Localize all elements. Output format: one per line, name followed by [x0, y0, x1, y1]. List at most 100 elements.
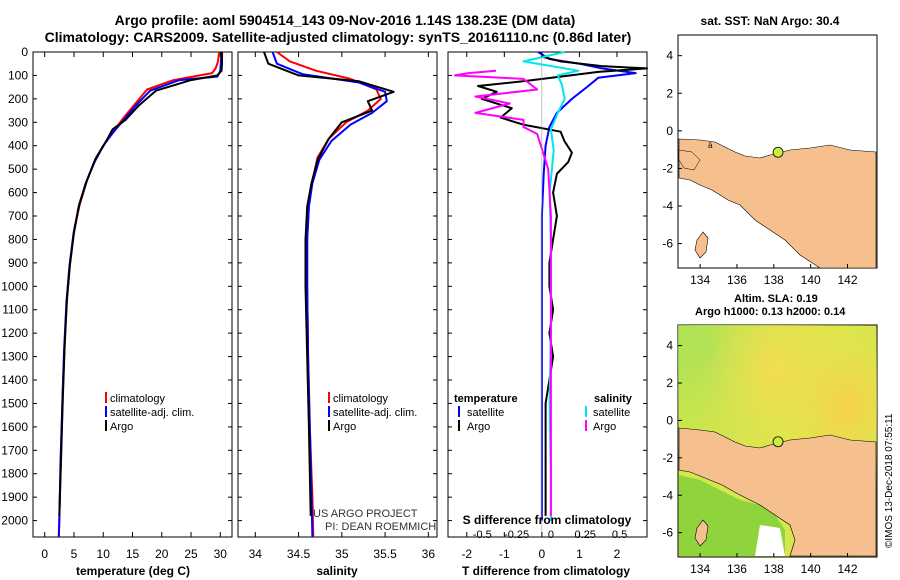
- series-line-climatology: [276, 51, 382, 538]
- temperature-legend: climatology satellite-adj. clim. Argo: [105, 392, 194, 433]
- legend-swatch-satellite: [105, 406, 107, 417]
- depth-tick-label: 1600: [1, 420, 28, 434]
- temperature-x-label: temperature (deg C): [76, 564, 190, 578]
- series-line-satellite-adj-clim-: [57, 51, 223, 538]
- sla-map-title-line1: Altim. SLA: 0.19: [734, 293, 818, 305]
- map-lon-tick-label: 142: [838, 562, 858, 576]
- map-lat-tick-label: -2: [662, 451, 673, 465]
- depth-tick-label: 1200: [1, 326, 28, 340]
- temperature-x-ticks: 0 5 10 15 20 25 30: [33, 51, 232, 561]
- land-mass-new-guinea: [678, 138, 877, 269]
- legend-heading-temperature: temperature: [454, 393, 518, 405]
- sst-map: sat. SST: NaN Argo: 30.4 ä 134 136 138 140 1…: [662, 14, 878, 287]
- x-tick-label: 34: [249, 547, 263, 561]
- map-lon-tick-label: 138: [764, 562, 784, 576]
- x-tick-label: 10: [97, 547, 111, 561]
- x-tick-label: -2: [461, 547, 472, 561]
- legend-swatch-temp-satellite: [458, 406, 460, 417]
- map-lat-tick-label: 2: [666, 86, 673, 100]
- float-position-marker: [772, 146, 784, 158]
- sla-map-title-line2: Argo h1000: 0.13 h2000: 0.14: [695, 306, 846, 318]
- legend-heading-salinity: salinity: [594, 393, 633, 405]
- map-lat-tick-label: 4: [666, 339, 673, 353]
- depth-tick-label: 2000: [1, 514, 28, 528]
- map-lat-tick-label: 2: [666, 376, 673, 390]
- salinity-panel: 34 34.5 35 35.5 36 salinity climatology sate…: [237, 51, 438, 578]
- header-title-line1: Argo profile: aoml 5904514_143 09-Nov-20…: [115, 12, 576, 28]
- x-tick-label: 2: [614, 547, 621, 561]
- x-tick-label: 1: [576, 547, 583, 561]
- legend-label-climatology: climatology: [110, 393, 166, 405]
- map-lat-tick-label: 0: [666, 124, 673, 138]
- depth-tick-label: 600: [8, 186, 28, 200]
- depth-tick-label: 1400: [1, 373, 28, 387]
- map-lat-tick-label: -4: [662, 488, 673, 502]
- map-lat-tick-label: 4: [666, 49, 673, 63]
- island-label: ä: [708, 141, 713, 150]
- x-tick-label: 0: [41, 547, 48, 561]
- sla-map: Altim. SLA: 0.19 Argo h1000: 0.13 h2000:…: [662, 293, 878, 576]
- salinity-plot-frame: [237, 51, 438, 538]
- salinity-difference-ticks: -0.5 -0.25 0 0.25 0.5: [473, 529, 627, 541]
- legend-swatch-climatology: [328, 392, 330, 403]
- depth-tick-label: 700: [8, 209, 28, 223]
- salinity-difference-tick-label: 0: [548, 529, 554, 541]
- depth-tick-label: 800: [8, 232, 28, 246]
- map-lon-tick-label: 134: [690, 562, 710, 576]
- map-lon-tick-label: 142: [838, 273, 858, 287]
- depth-tick-label: 1000: [1, 279, 28, 293]
- legend-label-temp-satellite: satellite: [467, 407, 504, 419]
- legend-swatch-argo: [105, 420, 107, 431]
- depth-axis-labels: 0 100 200 300 400 500 600 700 800 900 1000 1100 1200…: [1, 45, 28, 528]
- salinity-difference-tick-label: 0.25: [575, 529, 596, 541]
- salinity-series-group: [263, 51, 395, 538]
- legend-swatch-temp-argo: [458, 420, 460, 431]
- x-tick-label: 34.5: [287, 547, 311, 561]
- difference-legend: temperature satellite Argo salinity sate…: [454, 393, 633, 433]
- salinity-x-label: salinity: [316, 564, 358, 578]
- legend-swatch-sal-argo: [585, 420, 587, 431]
- map-lon-tick-label: 136: [727, 562, 747, 576]
- map-lon-tick-label: 140: [801, 562, 821, 576]
- legend-label-sal-satellite: satellite: [593, 407, 630, 419]
- sst-map-lat-ticks: 4 2 0 -2 -4 -6: [662, 49, 682, 251]
- land-mass-new-guinea: [678, 427, 877, 557]
- map-lon-tick-label: 134: [690, 273, 710, 287]
- land-mass-aru-island: [694, 519, 709, 547]
- legend-label-satellite: satellite-adj. clim.: [333, 407, 417, 419]
- shallow-coast-gap: [755, 525, 785, 556]
- depth-tick-label: 1900: [1, 490, 28, 504]
- map-lat-tick-label: -6: [662, 237, 673, 251]
- depth-tick-label: 1300: [1, 350, 28, 364]
- series-line-satellite-adj-clim-: [271, 51, 388, 538]
- sla-map-lon-ticks: 134 136 138 140 142: [690, 553, 858, 576]
- depth-tick-label: 100: [8, 68, 28, 82]
- difference-plot-frame: [447, 51, 648, 538]
- credit-pi: PI: DEAN ROEMMICH: [325, 521, 436, 533]
- x-tick-label: 35: [335, 547, 349, 561]
- map-lon-tick-label: 140: [801, 273, 821, 287]
- legend-label-sal-argo: Argo: [593, 421, 616, 433]
- header-title-line2: Climatology: CARS2009. Satellite-adjuste…: [45, 29, 632, 45]
- x-tick-label: 15: [126, 547, 140, 561]
- depth-tick-label: 1700: [1, 443, 28, 457]
- series-line-climatology: [57, 51, 221, 538]
- depth-tick-label: 1100: [2, 303, 28, 317]
- x-tick-label: -1: [499, 547, 510, 561]
- depth-tick-label: 1500: [1, 396, 28, 410]
- temperature-plot-frame: [32, 51, 233, 538]
- legend-swatch-climatology: [105, 392, 107, 403]
- salinity-difference-tick-label: 0.5: [612, 529, 627, 541]
- legend-label-temp-argo: Argo: [467, 421, 490, 433]
- salinity-legend: climatology satellite-adj. clim. Argo: [328, 392, 417, 433]
- legend-label-argo: Argo: [333, 421, 356, 433]
- difference-series-group: [453, 51, 648, 537]
- salinity-difference-label: S difference from climatology: [463, 513, 632, 527]
- legend-label-climatology: climatology: [333, 393, 389, 405]
- x-tick-label: 30: [214, 547, 228, 561]
- map-lat-tick-label: 0: [666, 413, 673, 427]
- difference-panel: -2 -1 0 1 2 -0.5 -0.25 0 0.25 0.5 T difference f…: [447, 51, 648, 578]
- series-line-argo: [58, 52, 223, 516]
- map-lon-tick-label: 136: [727, 273, 747, 287]
- float-position-marker: [772, 436, 784, 448]
